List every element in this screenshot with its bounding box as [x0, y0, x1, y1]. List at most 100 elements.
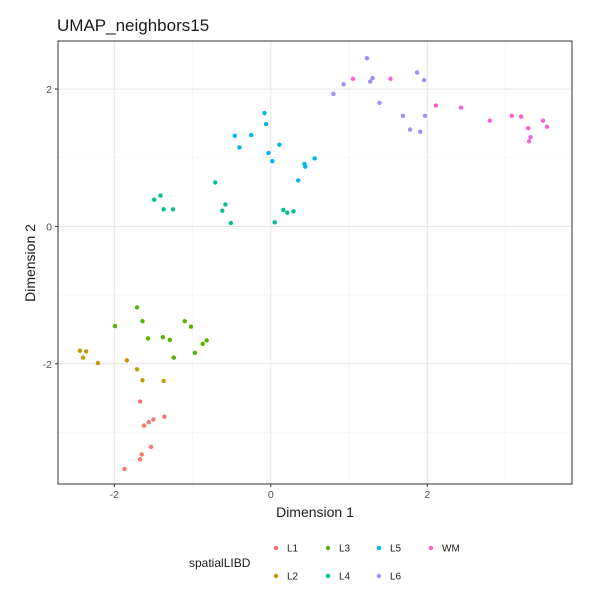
point-wm: [540, 118, 546, 123]
point-l5: [295, 178, 301, 183]
point-l4: [170, 207, 176, 212]
point-l3: [140, 319, 145, 324]
point-l2: [83, 349, 89, 354]
point-l4: [281, 207, 286, 213]
point-l5: [237, 145, 242, 150]
legend-label-wm: WM: [442, 544, 460, 555]
point-l3: [200, 341, 205, 347]
point-l3: [112, 323, 118, 329]
y-tick-label: -2: [43, 359, 52, 371]
legend-key-l2: [273, 573, 279, 579]
legend-label-l2: L2: [287, 572, 299, 583]
point-l5: [249, 132, 254, 138]
point-l1: [141, 423, 147, 428]
point-l1: [139, 452, 144, 457]
point-l3: [204, 338, 209, 343]
point-wm: [518, 114, 524, 119]
x-axis: -2 0 2: [110, 484, 430, 501]
x-tick-label: 2: [424, 489, 430, 501]
point-l1: [162, 414, 167, 419]
point-l5: [262, 110, 267, 116]
point-l4: [220, 208, 225, 213]
point-l1: [122, 466, 127, 472]
point-l4: [228, 220, 234, 226]
point-l4: [158, 193, 163, 198]
legend-label-l1: L1: [287, 544, 299, 555]
point-l2: [140, 378, 145, 383]
point-l1: [148, 444, 154, 450]
point-l3: [167, 337, 173, 342]
point-wm: [528, 134, 533, 140]
point-l4: [272, 220, 277, 225]
point-l1: [151, 417, 156, 422]
point-l5: [266, 150, 271, 156]
point-l4: [285, 210, 290, 215]
point-l5: [303, 164, 308, 169]
point-l3: [188, 324, 194, 329]
y-tick-label: 0: [46, 221, 52, 233]
point-wm: [433, 103, 439, 108]
point-l6: [364, 55, 370, 61]
legend-key-l1: [273, 545, 279, 551]
x-tick-label: -2: [110, 489, 119, 501]
point-l6: [400, 113, 406, 119]
legend-key-l3: [325, 545, 331, 551]
y-axis: -2 0 2: [43, 84, 58, 371]
point-wm: [388, 76, 393, 81]
point-l6: [407, 127, 413, 132]
scatter-points: [77, 55, 550, 472]
point-l5: [263, 121, 269, 127]
point-l6: [421, 77, 427, 83]
legend-key-l5: [376, 545, 382, 551]
point-l6: [331, 91, 336, 97]
point-l2: [134, 367, 140, 372]
y-axis-title: Dimension 2: [22, 224, 38, 302]
legend-key-wm: [428, 545, 434, 551]
point-l6: [377, 100, 382, 106]
point-wm: [509, 113, 514, 119]
point-l6: [341, 82, 346, 87]
point-wm: [350, 76, 356, 81]
point-l3: [160, 334, 166, 340]
legend-label-l3: L3: [339, 544, 351, 555]
point-l6: [414, 70, 420, 75]
point-wm: [525, 126, 531, 131]
point-l3: [145, 336, 151, 341]
legend-key-l6: [376, 573, 382, 579]
point-l3: [182, 319, 187, 324]
x-axis-title: Dimension 1: [276, 504, 354, 520]
point-l4: [213, 180, 218, 185]
legend-title: spatialLIBD: [189, 556, 251, 570]
point-wm: [544, 124, 550, 130]
point-l3: [171, 355, 176, 360]
point-l3: [192, 350, 198, 356]
point-wm: [458, 105, 464, 110]
point-l2: [124, 358, 130, 363]
point-l4: [223, 202, 228, 207]
point-l4: [152, 197, 157, 202]
point-l4: [161, 207, 166, 212]
x-tick-label: 0: [268, 489, 274, 501]
point-l5: [312, 156, 317, 161]
point-l5: [277, 142, 282, 147]
point-l6: [418, 129, 423, 134]
point-l6: [370, 75, 375, 81]
point-l5: [270, 158, 275, 164]
point-wm: [526, 139, 532, 144]
point-l2: [77, 348, 83, 353]
point-l6: [422, 113, 428, 119]
point-l1: [137, 399, 143, 404]
point-l5: [232, 133, 238, 138]
legend-key-l4: [325, 573, 331, 579]
legend: spatialLIBD L1 L2 L3 L4 L5 L6 WM: [189, 544, 460, 583]
point-l4: [291, 209, 296, 214]
major-grid: [58, 41, 572, 484]
point-l1: [146, 419, 151, 425]
chart-title: UMAP_neighbors15: [57, 16, 209, 35]
point-l3: [134, 305, 140, 310]
plot-panel: [57, 40, 573, 485]
point-l2: [161, 378, 166, 384]
legend-label-l5: L5: [390, 544, 402, 555]
point-l2: [95, 360, 101, 366]
